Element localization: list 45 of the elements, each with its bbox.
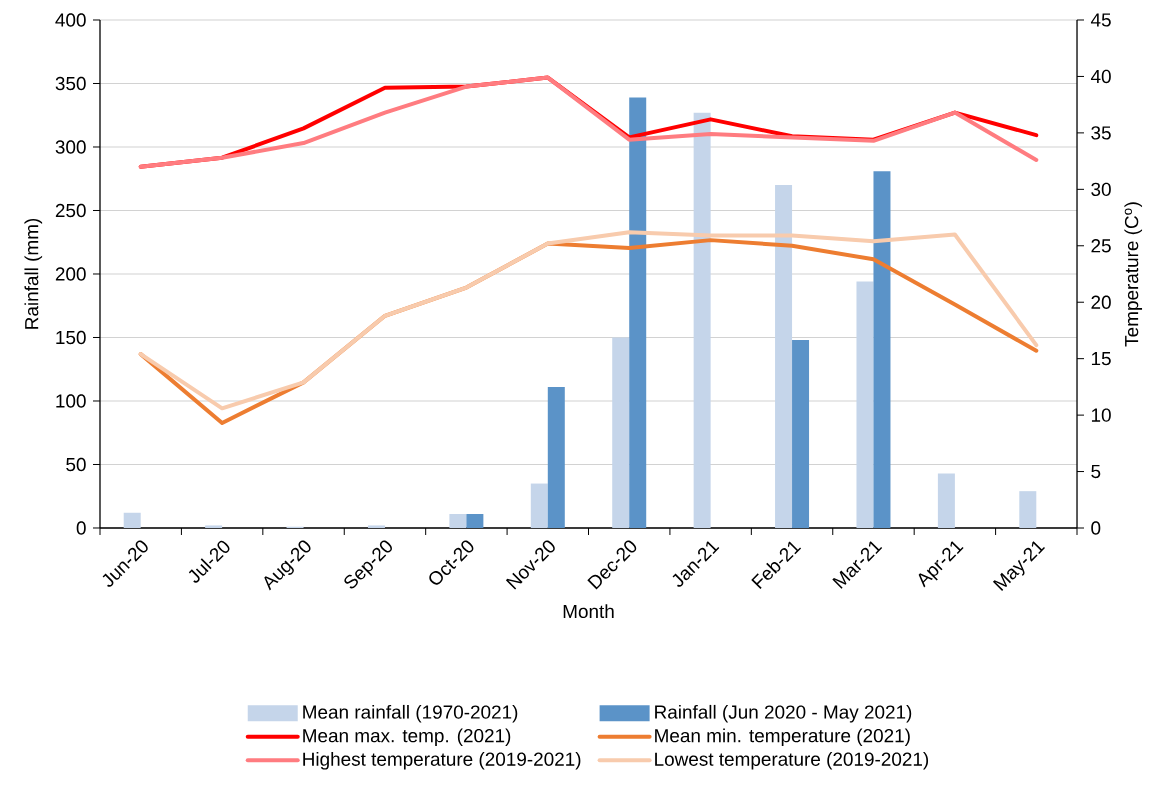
bar <box>547 387 565 528</box>
y2-axis-title: Temperature (C$^{o}$) <box>1124 202 1143 347</box>
legend-label: Highest temperature (2019-2021) <box>303 751 581 770</box>
bar <box>367 525 385 528</box>
x-axis-title: Month <box>563 604 614 619</box>
y2-tick-label: 30 <box>1091 182 1111 197</box>
bar <box>1019 491 1037 528</box>
y2-tick-label: 25 <box>1091 239 1111 253</box>
legend-label: Mean max. temp. (2021) <box>303 728 511 747</box>
y2-tick-label: 0 <box>1091 521 1101 535</box>
bar <box>792 340 810 528</box>
line-series <box>138 75 1039 169</box>
legend-label: Lowest temperature (2019-2021) <box>655 751 929 770</box>
legend-label: Mean min. temperature (2021) <box>655 728 910 747</box>
y2-tick-label: 10 <box>1091 408 1111 422</box>
y2-tick-label: 35 <box>1091 126 1111 140</box>
y-tick-label: 350 <box>55 76 86 91</box>
bar <box>612 337 630 528</box>
legend-label: Rainfall (Jun 2020 - May 2021) <box>655 704 912 723</box>
y-tick-label: 100 <box>56 394 86 408</box>
y2-tick-label: 45 <box>1090 13 1111 27</box>
bar <box>205 525 223 528</box>
bar <box>530 483 548 528</box>
y2-tick-label: 20 <box>1091 295 1111 309</box>
y-tick-label: 150 <box>56 330 86 345</box>
y2-tick-label: 15 <box>1091 352 1111 366</box>
bar <box>937 473 955 528</box>
y-tick-label: 50 <box>66 457 86 472</box>
bar <box>449 514 467 528</box>
y-tick-label: 400 <box>55 13 86 27</box>
y2-tick-label: 40 <box>1090 69 1111 84</box>
bar <box>856 281 874 528</box>
y-tick-label: 200 <box>55 267 86 281</box>
bar <box>629 97 647 528</box>
y-tick-label: 250 <box>55 203 86 218</box>
y-axis-title: Rainfall (mm) <box>24 218 43 329</box>
y-tick-label: 0 <box>76 521 86 535</box>
y2-tick-label: 5 <box>1091 464 1101 479</box>
y-tick-label: 300 <box>55 140 86 154</box>
legend-label: Mean rainfall (1970-2021) <box>303 704 518 723</box>
bar <box>873 171 891 528</box>
bar <box>123 512 141 528</box>
bar <box>775 185 793 528</box>
bar <box>693 112 711 528</box>
bar <box>466 514 484 528</box>
